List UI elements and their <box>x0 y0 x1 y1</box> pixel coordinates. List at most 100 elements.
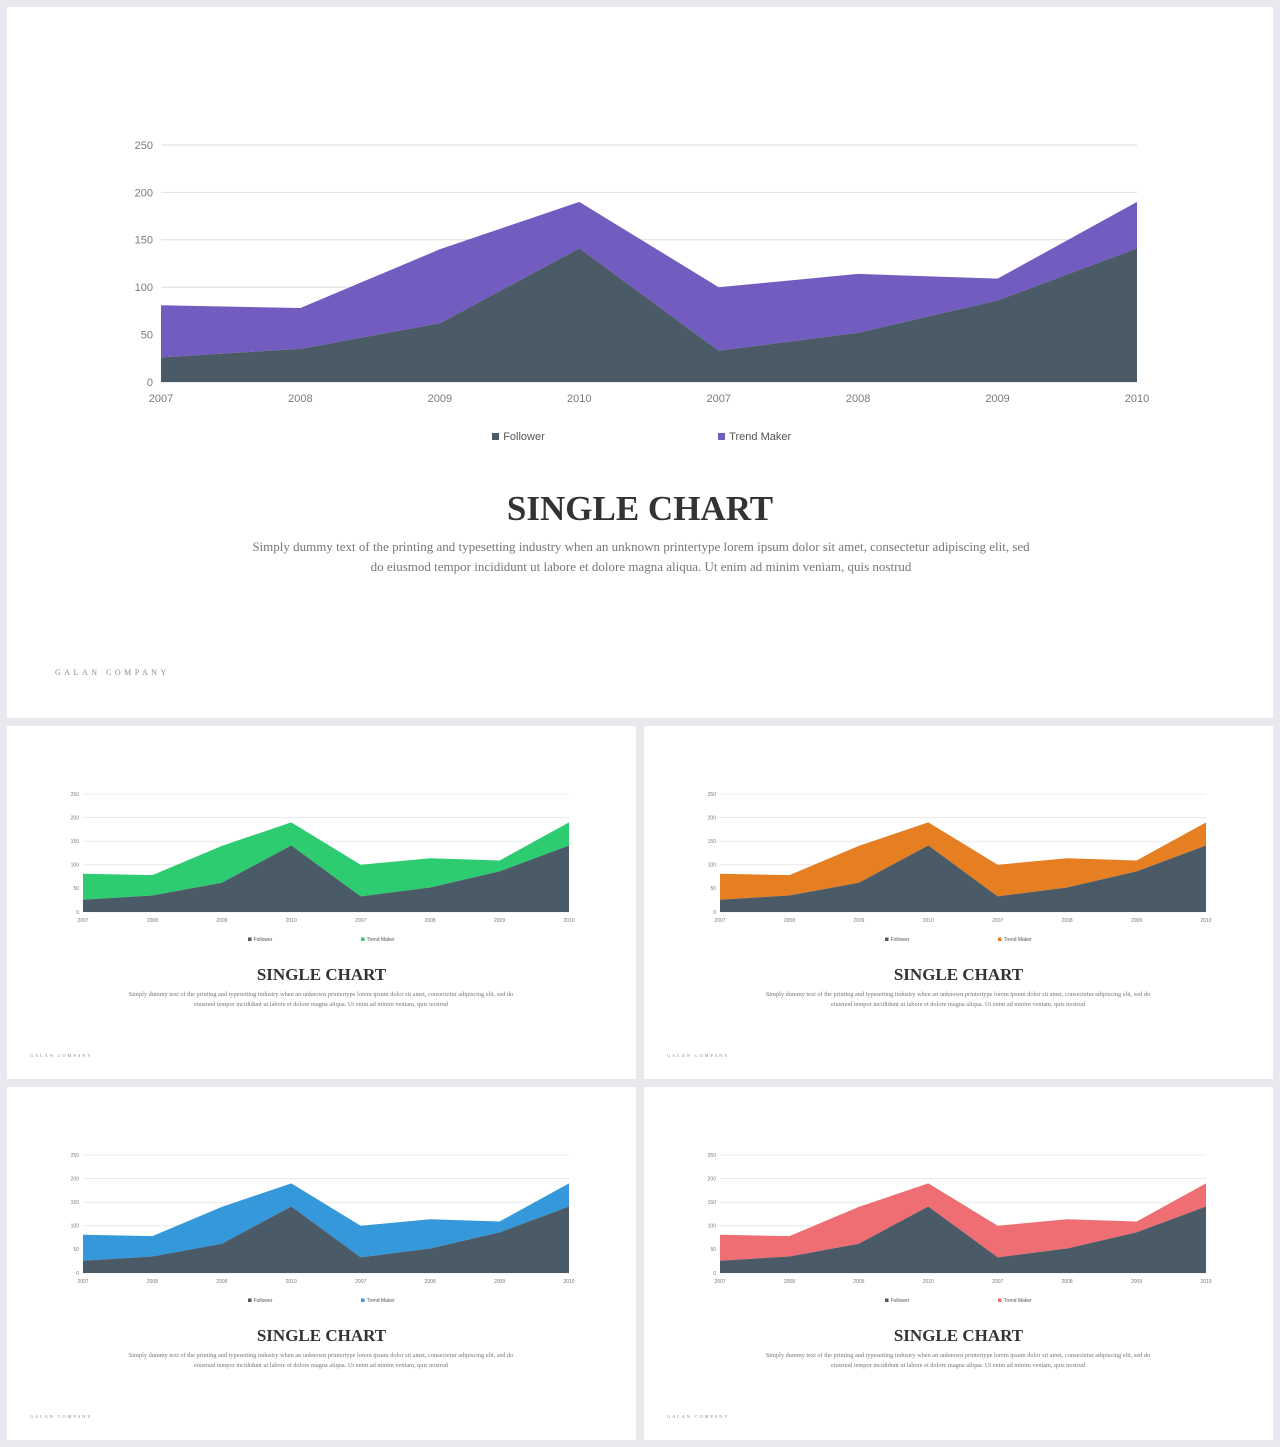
legend-swatch <box>998 937 1002 941</box>
legend-swatch <box>361 937 365 941</box>
x-tick-label: 2007 <box>149 393 173 405</box>
y-tick-label: 250 <box>71 1153 80 1159</box>
legend-label: Follower <box>254 1298 273 1304</box>
x-tick-label: 2007 <box>355 918 366 924</box>
y-tick-label: 200 <box>135 187 153 199</box>
y-tick-label: 150 <box>71 839 80 845</box>
area-chart: 0 50 100 150 200 250 2007 2008 2009 2010 2007 2008 2… <box>708 1153 1212 1304</box>
x-tick-label: 2010 <box>923 1279 934 1285</box>
slide-green: 0 50 100 150 200 250 2007 2008 2009 2010 2007 2008 2… <box>7 726 636 1079</box>
slide-title: SINGLE CHART <box>256 965 387 984</box>
area-chart: 0 50 100 150 200 250 2007 2008 2009 2010 2007 2008 2… <box>71 1153 575 1304</box>
y-tick-label: 50 <box>73 886 79 892</box>
y-tick-label: 0 <box>147 377 153 389</box>
series-follower-area <box>83 1206 569 1273</box>
area-chart: 0 50 100 150 200 250 2007 2008 2009 2010 2007 2008 2… <box>71 792 575 943</box>
series-follower-area <box>720 1206 1206 1273</box>
series-follower-area <box>720 845 1206 912</box>
series-trend-maker-area <box>83 822 569 900</box>
slide-description: Simply dummy text of the printing and ty… <box>765 991 1151 1008</box>
x-tick-label: 2008 <box>846 393 870 405</box>
legend-swatch <box>998 1298 1002 1302</box>
x-tick-label: 2009 <box>428 393 452 405</box>
brand-label: GALAN COMPANY <box>30 1414 93 1419</box>
x-tick-label: 2007 <box>706 393 730 405</box>
slide-description: Simply dummy text of the printing and ty… <box>128 1352 514 1369</box>
y-tick-label: 100 <box>708 863 717 869</box>
series-follower-area <box>161 248 1137 382</box>
x-tick-label: 2008 <box>425 918 436 924</box>
y-tick-label: 50 <box>710 1247 716 1253</box>
x-tick-label: 2010 <box>1125 393 1149 405</box>
slide-pink: 0 50 100 150 200 250 2007 2008 2009 2010 2007 2008 2… <box>644 1087 1273 1440</box>
y-tick-label: 250 <box>135 140 153 152</box>
slide-main: 0 50 100 150 200 250 2007 2008 2009 2010 2007 2008 2… <box>7 7 1273 718</box>
slide-description: Simply dummy text of the printing and ty… <box>128 991 514 1008</box>
x-tick-label: 2009 <box>494 918 505 924</box>
y-tick-label: 200 <box>708 1176 717 1182</box>
legend-label: Follower <box>891 937 910 943</box>
x-tick-label: 2009 <box>216 918 227 924</box>
x-tick-label: 2007 <box>992 1279 1003 1285</box>
legend-label: Follower <box>503 431 545 443</box>
x-tick-label: 2007 <box>992 918 1003 924</box>
x-tick-label: 2008 <box>784 918 795 924</box>
x-tick-label: 2010 <box>567 393 591 405</box>
slide-description: Simply dummy text of the printing and ty… <box>252 539 1030 574</box>
x-tick-label: 2009 <box>494 1279 505 1285</box>
slide-title: SINGLE CHART <box>893 1326 1024 1345</box>
x-tick-label: 2010 <box>923 918 934 924</box>
x-tick-label: 2008 <box>288 393 312 405</box>
x-tick-label: 2009 <box>1131 1279 1142 1285</box>
x-tick-label: 2008 <box>147 1279 158 1285</box>
legend-label: Trend Maker <box>729 431 791 443</box>
x-tick-label: 2007 <box>714 918 725 924</box>
x-tick-label: 2008 <box>1062 918 1073 924</box>
x-tick-label: 2010 <box>1200 918 1211 924</box>
y-tick-label: 0 <box>713 1271 716 1277</box>
brand-label: GALAN COMPANY <box>667 1053 730 1058</box>
slide-blue: 0 50 100 150 200 250 2007 2008 2009 2010 2007 2008 2… <box>7 1087 636 1440</box>
legend-swatch <box>885 1298 889 1302</box>
area-chart: 0 50 100 150 200 250 2007 2008 2009 2010 2007 2008 2… <box>708 792 1212 943</box>
x-tick-label: 2010 <box>1200 1279 1211 1285</box>
x-tick-label: 2010 <box>563 918 574 924</box>
series-trend-maker-area <box>720 1183 1206 1261</box>
series-trend-maker-area <box>161 201 1137 358</box>
x-tick-label: 2008 <box>1062 1279 1073 1285</box>
slide-description: Simply dummy text of the printing and ty… <box>765 1352 1151 1369</box>
slide-orange: 0 50 100 150 200 250 2007 2008 2009 2010 2007 2008 2… <box>644 726 1273 1079</box>
x-tick-label: 2009 <box>216 1279 227 1285</box>
y-tick-label: 100 <box>135 282 153 294</box>
y-tick-label: 50 <box>710 886 716 892</box>
slide-title: SINGLE CHART <box>893 965 1024 984</box>
x-tick-label: 2008 <box>147 918 158 924</box>
legend-label: Trend Maker <box>367 1298 395 1304</box>
y-tick-label: 200 <box>708 815 717 821</box>
x-tick-label: 2009 <box>853 918 864 924</box>
x-tick-label: 2010 <box>563 1279 574 1285</box>
x-tick-label: 2009 <box>853 1279 864 1285</box>
x-tick-label: 2009 <box>1131 918 1142 924</box>
series-trend-maker-area <box>720 822 1206 900</box>
y-tick-label: 150 <box>708 839 717 845</box>
legend-label: Follower <box>254 937 273 943</box>
series-follower-area <box>83 845 569 912</box>
legend-swatch <box>248 937 252 941</box>
y-tick-label: 50 <box>141 329 153 341</box>
legend-label: Trend Maker <box>1004 1298 1032 1304</box>
y-tick-label: 150 <box>708 1200 717 1206</box>
y-tick-label: 100 <box>71 1224 80 1230</box>
slide-title: SINGLE CHART <box>506 489 774 528</box>
y-tick-label: 150 <box>71 1200 80 1206</box>
x-tick-label: 2010 <box>286 918 297 924</box>
y-tick-label: 0 <box>713 910 716 916</box>
legend-swatch <box>718 433 725 440</box>
y-tick-label: 250 <box>708 792 717 798</box>
x-tick-label: 2007 <box>77 918 88 924</box>
slide-title: SINGLE CHART <box>256 1326 387 1345</box>
y-tick-label: 100 <box>708 1224 717 1230</box>
y-tick-label: 0 <box>76 910 79 916</box>
y-tick-label: 100 <box>71 863 80 869</box>
legend-label: Trend Maker <box>1004 937 1032 943</box>
